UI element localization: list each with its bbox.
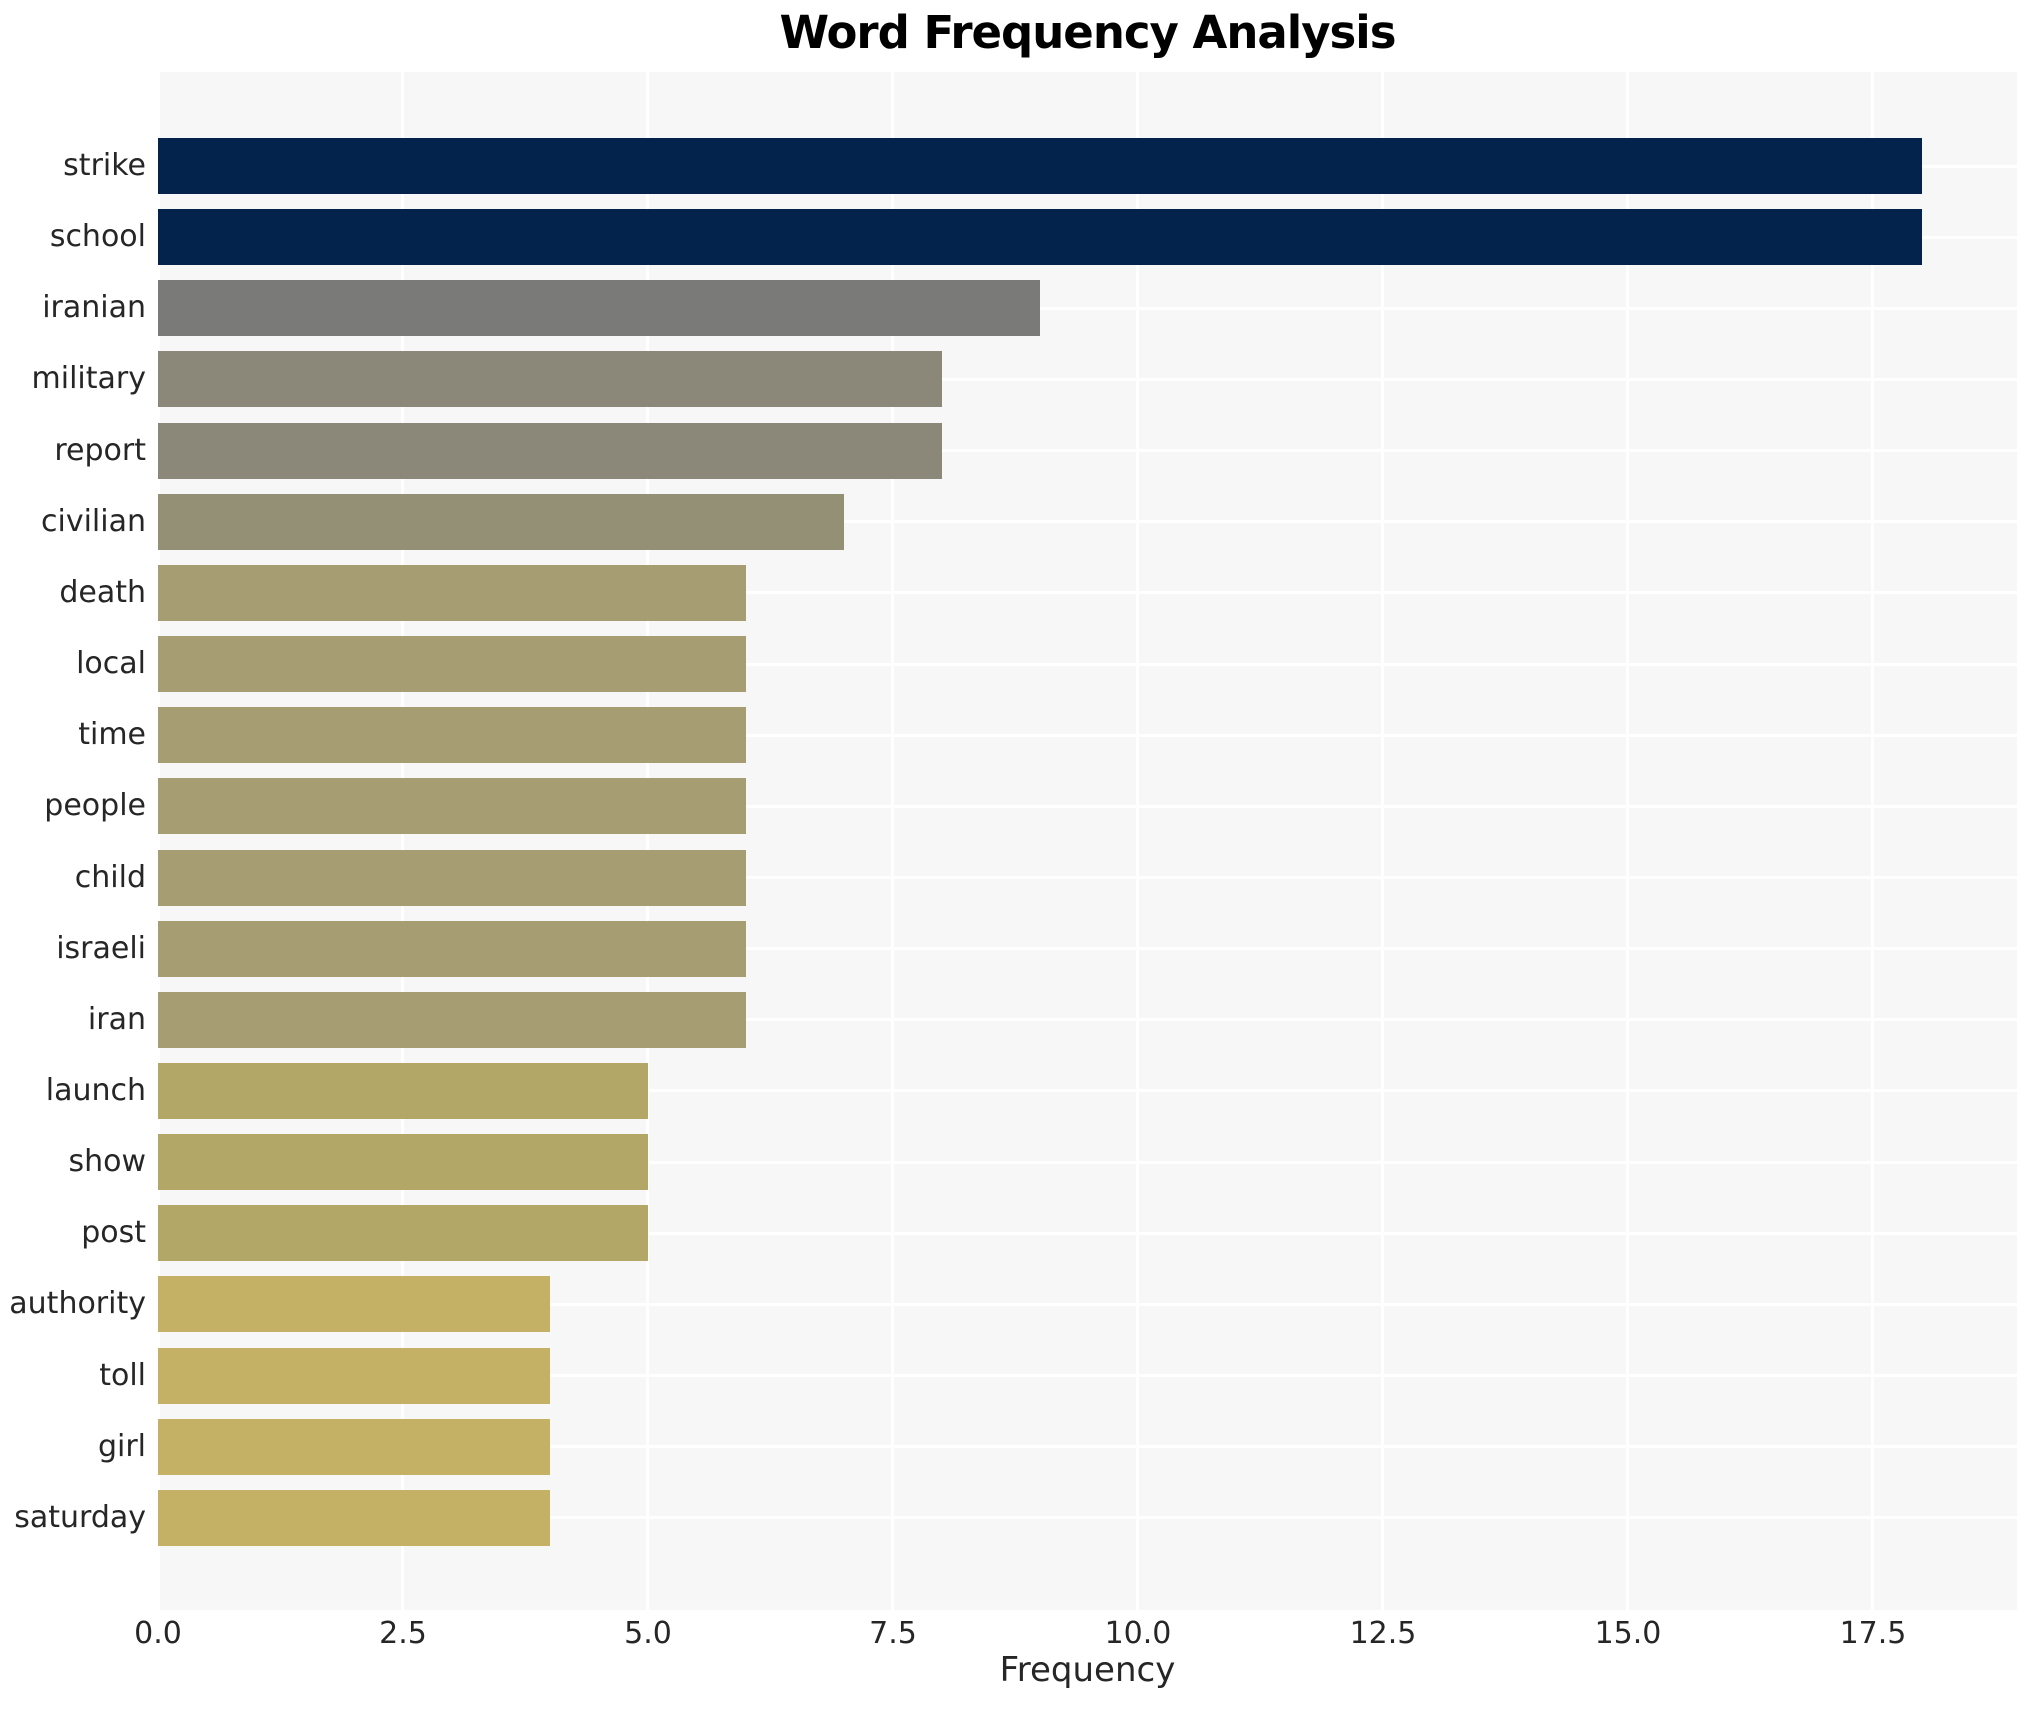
vertical-gridline-17.5 bbox=[1871, 72, 1874, 1610]
category-label-death: death bbox=[59, 575, 146, 610]
bar-post bbox=[158, 1205, 648, 1261]
horizontal-gridline-report bbox=[158, 449, 2017, 452]
category-label-military: military bbox=[31, 361, 146, 396]
category-label-authority: authority bbox=[9, 1286, 146, 1321]
vertical-gridline-5.0 bbox=[646, 72, 649, 1610]
bar-iranian bbox=[158, 280, 1040, 336]
horizontal-gridline-show bbox=[158, 1161, 2017, 1164]
category-label-school: school bbox=[49, 219, 146, 254]
bar-show bbox=[158, 1134, 648, 1190]
xtick-label-15.0: 15.0 bbox=[1594, 1616, 1662, 1651]
vertical-gridline-15.0 bbox=[1626, 72, 1629, 1610]
category-label-people: people bbox=[44, 788, 146, 823]
category-label-launch: launch bbox=[45, 1073, 146, 1108]
horizontal-gridline-israeli bbox=[158, 947, 2017, 950]
category-label-israeli: israeli bbox=[56, 931, 146, 966]
horizontal-gridline-death bbox=[158, 591, 2017, 594]
horizontal-gridline-post bbox=[158, 1232, 2017, 1235]
horizontal-gridline-military bbox=[158, 378, 2017, 381]
category-label-child: child bbox=[74, 860, 146, 895]
category-label-report: report bbox=[54, 433, 146, 468]
horizontal-gridline-launch bbox=[158, 1089, 2017, 1092]
bar-military bbox=[158, 351, 942, 407]
bar-child bbox=[158, 850, 746, 906]
category-label-local: local bbox=[76, 646, 146, 681]
x-axis-label: Frequency bbox=[999, 1650, 1176, 1690]
vertical-gridline-12.5 bbox=[1381, 72, 1384, 1610]
horizontal-gridline-child bbox=[158, 876, 2017, 879]
category-label-iranian: iranian bbox=[42, 290, 146, 325]
bar-saturday bbox=[158, 1490, 550, 1546]
bar-people bbox=[158, 778, 746, 834]
xtick-label-0.0: 0.0 bbox=[134, 1616, 182, 1651]
category-label-strike: strike bbox=[63, 148, 146, 183]
bar-launch bbox=[158, 1063, 648, 1119]
horizontal-gridline-authority bbox=[158, 1303, 2017, 1306]
bar-iran bbox=[158, 992, 746, 1048]
xtick-label-7.5: 7.5 bbox=[869, 1616, 917, 1651]
vertical-gridline-2.5 bbox=[401, 72, 404, 1610]
category-label-post: post bbox=[81, 1215, 146, 1250]
horizontal-gridline-time bbox=[158, 734, 2017, 737]
horizontal-gridline-people bbox=[158, 805, 2017, 808]
xtick-label-10.0: 10.0 bbox=[1104, 1616, 1172, 1651]
horizontal-gridline-local bbox=[158, 663, 2017, 666]
category-label-civilian: civilian bbox=[41, 504, 146, 539]
bar-death bbox=[158, 565, 746, 621]
xtick-label-2.5: 2.5 bbox=[379, 1616, 427, 1651]
bar-toll bbox=[158, 1348, 550, 1404]
chart-title: Word Frequency Analysis bbox=[779, 6, 1396, 59]
category-label-show: show bbox=[68, 1144, 146, 1179]
bar-civilian bbox=[158, 494, 844, 550]
xtick-label-17.5: 17.5 bbox=[1839, 1616, 1907, 1651]
xtick-label-5.0: 5.0 bbox=[624, 1616, 672, 1651]
category-label-girl: girl bbox=[97, 1429, 146, 1464]
horizontal-gridline-iranian bbox=[158, 307, 2017, 310]
bar-report bbox=[158, 423, 942, 479]
category-label-iran: iran bbox=[87, 1002, 146, 1037]
vertical-gridline-10.0 bbox=[1136, 72, 1139, 1610]
horizontal-gridline-saturday bbox=[158, 1516, 2017, 1519]
vertical-gridline-7.5 bbox=[891, 72, 894, 1610]
bar-israeli bbox=[158, 921, 746, 977]
bar-local bbox=[158, 636, 746, 692]
horizontal-gridline-girl bbox=[158, 1445, 2017, 1448]
category-label-toll: toll bbox=[99, 1358, 146, 1393]
category-label-time: time bbox=[78, 717, 146, 752]
horizontal-gridline-iran bbox=[158, 1018, 2017, 1021]
horizontal-gridline-civilian bbox=[158, 520, 2017, 523]
vertical-gridline-0.0 bbox=[157, 72, 160, 1610]
plot-area bbox=[157, 72, 2017, 1610]
category-label-saturday: saturday bbox=[14, 1500, 146, 1535]
horizontal-gridline-toll bbox=[158, 1374, 2017, 1377]
bar-time bbox=[158, 707, 746, 763]
bar-girl bbox=[158, 1419, 550, 1475]
xtick-label-12.5: 12.5 bbox=[1349, 1616, 1417, 1651]
bar-strike bbox=[158, 138, 1922, 194]
bar-school bbox=[158, 209, 1922, 265]
bar-authority bbox=[158, 1276, 550, 1332]
